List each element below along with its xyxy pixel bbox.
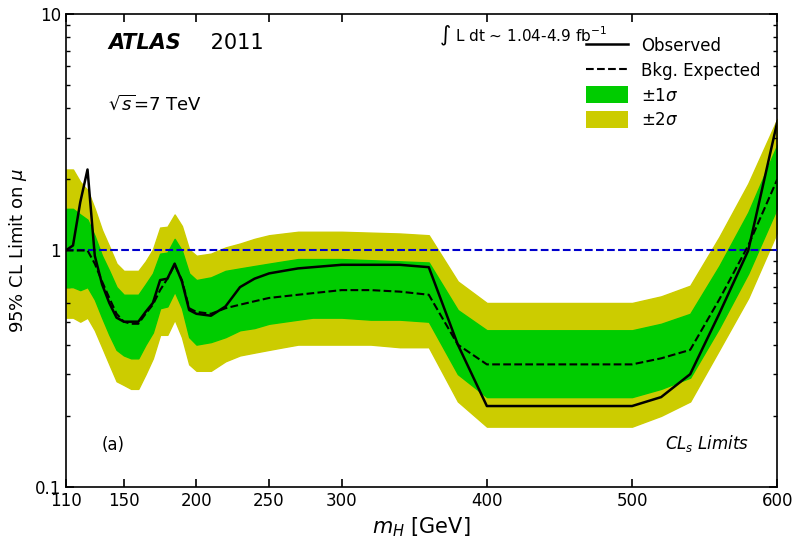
Text: $\int$ L dt ~ 1.04-4.9 fb$^{-1}$: $\int$ L dt ~ 1.04-4.9 fb$^{-1}$ — [439, 23, 607, 48]
Legend: Observed, Bkg. Expected, $\pm 1\sigma$, $\pm 2\sigma$: Observed, Bkg. Expected, $\pm 1\sigma$, … — [581, 32, 766, 134]
Text: $\sqrt{s}$=7 TeV: $\sqrt{s}$=7 TeV — [109, 94, 202, 114]
Y-axis label: 95% CL Limit on $\mu$: 95% CL Limit on $\mu$ — [7, 168, 29, 333]
Text: (a): (a) — [102, 436, 124, 454]
Text: 2011: 2011 — [205, 33, 264, 53]
X-axis label: $m_{H}$ [GeV]: $m_{H}$ [GeV] — [372, 515, 470, 539]
Text: ATLAS: ATLAS — [109, 33, 181, 53]
Text: $CL_s$ Limits: $CL_s$ Limits — [665, 433, 749, 454]
